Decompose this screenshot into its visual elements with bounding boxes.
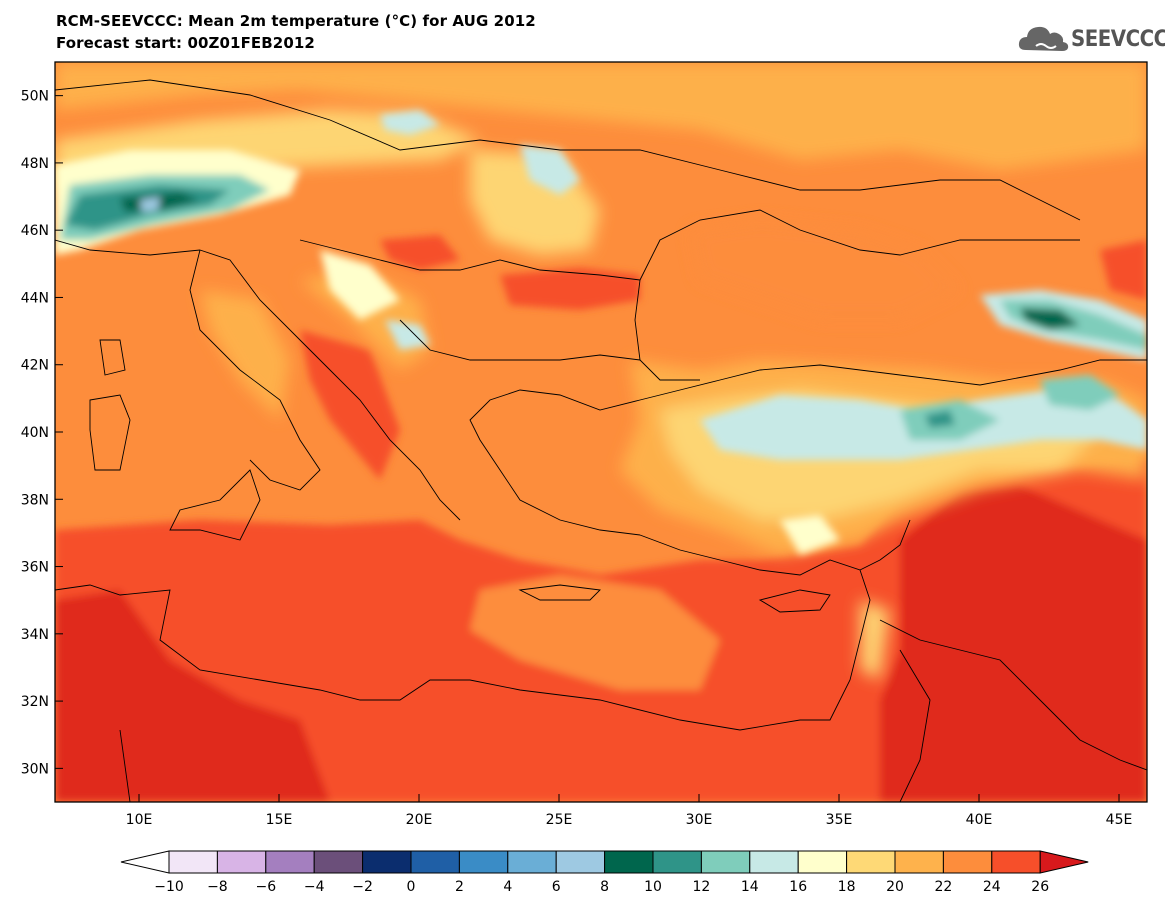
cloud-logo-icon — [1018, 26, 1069, 51]
colorbar-label: 10 — [644, 879, 662, 895]
colorbar-label: 8 — [600, 879, 609, 895]
colorbar-box — [362, 850, 412, 874]
lon-tick-label: 15E — [266, 812, 293, 828]
colorbar-box — [507, 850, 557, 874]
lon-tick-label: 40E — [966, 812, 993, 828]
lon-tick-label: 20E — [406, 812, 433, 828]
lat-tick-label: 38N — [21, 492, 49, 508]
colorbar-label: 18 — [838, 879, 856, 895]
lat-tick-label: 50N — [21, 89, 49, 105]
forecast-start-label: Forecast start: 00Z01FEB2012 — [56, 34, 315, 52]
lon-tick-label: 30E — [686, 812, 713, 828]
colorbar-box — [313, 850, 364, 874]
colorbar-under-arrow — [120, 850, 170, 874]
colorbar-box — [458, 850, 509, 874]
temperature-field — [55, 62, 1147, 802]
colorbar-box — [700, 850, 751, 874]
colorbar-box — [265, 850, 315, 874]
colorbar-box — [942, 850, 993, 874]
colorbar-box — [168, 850, 218, 874]
colorbar-over-arrow — [1039, 850, 1089, 874]
colorbar-label: 24 — [983, 879, 1001, 895]
colorbar-label: 2 — [455, 879, 464, 895]
chart-title: RCM-SEEVCCC: Mean 2m temperature (°C) fo… — [56, 12, 536, 30]
colorbar-label: 6 — [552, 879, 561, 895]
colorbar-boxes — [120, 850, 1089, 874]
colorbar-box — [604, 850, 654, 874]
colorbar-box — [797, 850, 848, 874]
lat-tick-label: 44N — [21, 290, 49, 306]
logo-text: SEEVCCC — [1071, 27, 1165, 52]
lon-tick-label: 10E — [126, 812, 153, 828]
lat-tick-label: 30N — [21, 761, 49, 777]
colorbar-label: −2 — [352, 879, 373, 895]
colorbar-label: −4 — [304, 879, 325, 895]
colorbar-box — [410, 850, 460, 874]
colorbar-label: −8 — [207, 879, 228, 895]
colorbar-box — [216, 850, 267, 874]
colorbar-label: 20 — [886, 879, 904, 895]
colorbar-box — [749, 850, 799, 874]
latitude-axis: 30N 32N 34N 36N 38N 40N 42N 44N 46N 48N 50N — [21, 89, 63, 777]
seevccc-logo: SEEVCCC — [1016, 20, 1165, 60]
lat-tick-label: 36N — [21, 560, 49, 576]
colorbar-box — [555, 850, 606, 874]
colorbar-box — [846, 850, 896, 874]
lon-tick-label: 45E — [1106, 812, 1133, 828]
colorbar-label: 0 — [407, 879, 416, 895]
lat-tick-label: 48N — [21, 156, 49, 172]
colorbar-box — [991, 850, 1041, 874]
colorbar-box — [652, 850, 702, 874]
colorbar-label: 26 — [1031, 879, 1049, 895]
lon-tick-label: 35E — [826, 812, 853, 828]
lon-tick-label: 25E — [546, 812, 573, 828]
lat-tick-label: 46N — [21, 223, 49, 239]
coastlines — [55, 79, 1147, 802]
lat-tick-label: 34N — [21, 627, 49, 643]
lat-tick-label: 40N — [21, 425, 49, 441]
lat-tick-label: 32N — [21, 694, 49, 710]
colorbar-label: −10 — [154, 879, 184, 895]
colorbar-label: 16 — [789, 879, 807, 895]
colorbar-label: 12 — [692, 879, 710, 895]
colorbar-label: 4 — [503, 879, 512, 895]
colorbar-label: 22 — [934, 879, 952, 895]
colorbar-label: 14 — [741, 879, 759, 895]
longitude-axis: 10E 15E 20E 25E 30E 35E 40E 45E — [126, 794, 1133, 828]
lat-tick-label: 42N — [21, 358, 49, 374]
colorbar-labels: −10 −8 −6 −4 −2 0 2 4 6 8 10 12 14 16 18 20 22 24 26 — [154, 879, 1049, 895]
colorbar-box — [894, 850, 944, 874]
colorbar-label: −6 — [255, 879, 276, 895]
